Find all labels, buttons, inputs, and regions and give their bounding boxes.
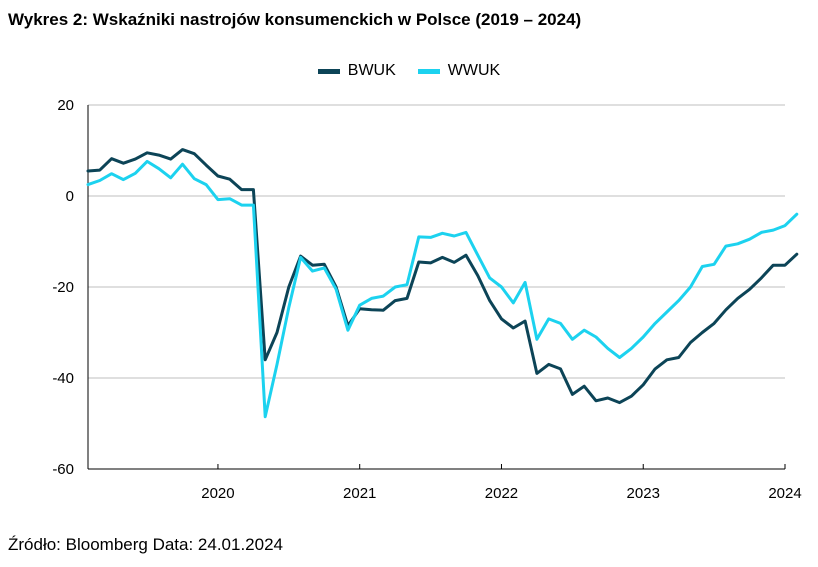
x-axis: 2020 2021 2022 2023 2024 [88, 464, 802, 502]
y-tick-label: -20 [52, 279, 74, 296]
legend-item-bwuk: BWUK [317, 62, 396, 80]
series-line-wwuk [86, 159, 799, 419]
series-lines [86, 148, 799, 419]
legend-swatch-wwuk [417, 68, 440, 74]
y-tick-label: 0 [66, 188, 74, 205]
legend-swatch-bwuk [317, 68, 340, 74]
x-tick-label: 2024 [768, 485, 801, 502]
x-tick-label: 2023 [627, 485, 660, 502]
y-tick-label: -40 [52, 370, 74, 387]
x-tick-label: 2020 [201, 485, 234, 502]
series-line-bwuk [86, 148, 799, 405]
legend-item-wwuk: WWUK [417, 62, 501, 80]
y-tick-label: 20 [57, 97, 74, 114]
x-tick-label: 2022 [485, 485, 518, 502]
source-note: Źródło: Bloomberg Data: 24.01.2024 [8, 535, 284, 554]
legend-label-bwuk: BWUK [347, 62, 396, 79]
gridlines [88, 104, 785, 470]
y-axis: 20 0 -20 -40 -60 [52, 97, 89, 478]
legend: BWUK WWUK [0, 62, 818, 80]
legend-label-wwuk: WWUK [447, 62, 501, 79]
y-tick-label: -60 [52, 461, 74, 478]
x-tick-label: 2021 [343, 485, 376, 502]
chart-title: Wykres 2: Wskaźniki nastrojów konsumenck… [8, 10, 582, 29]
